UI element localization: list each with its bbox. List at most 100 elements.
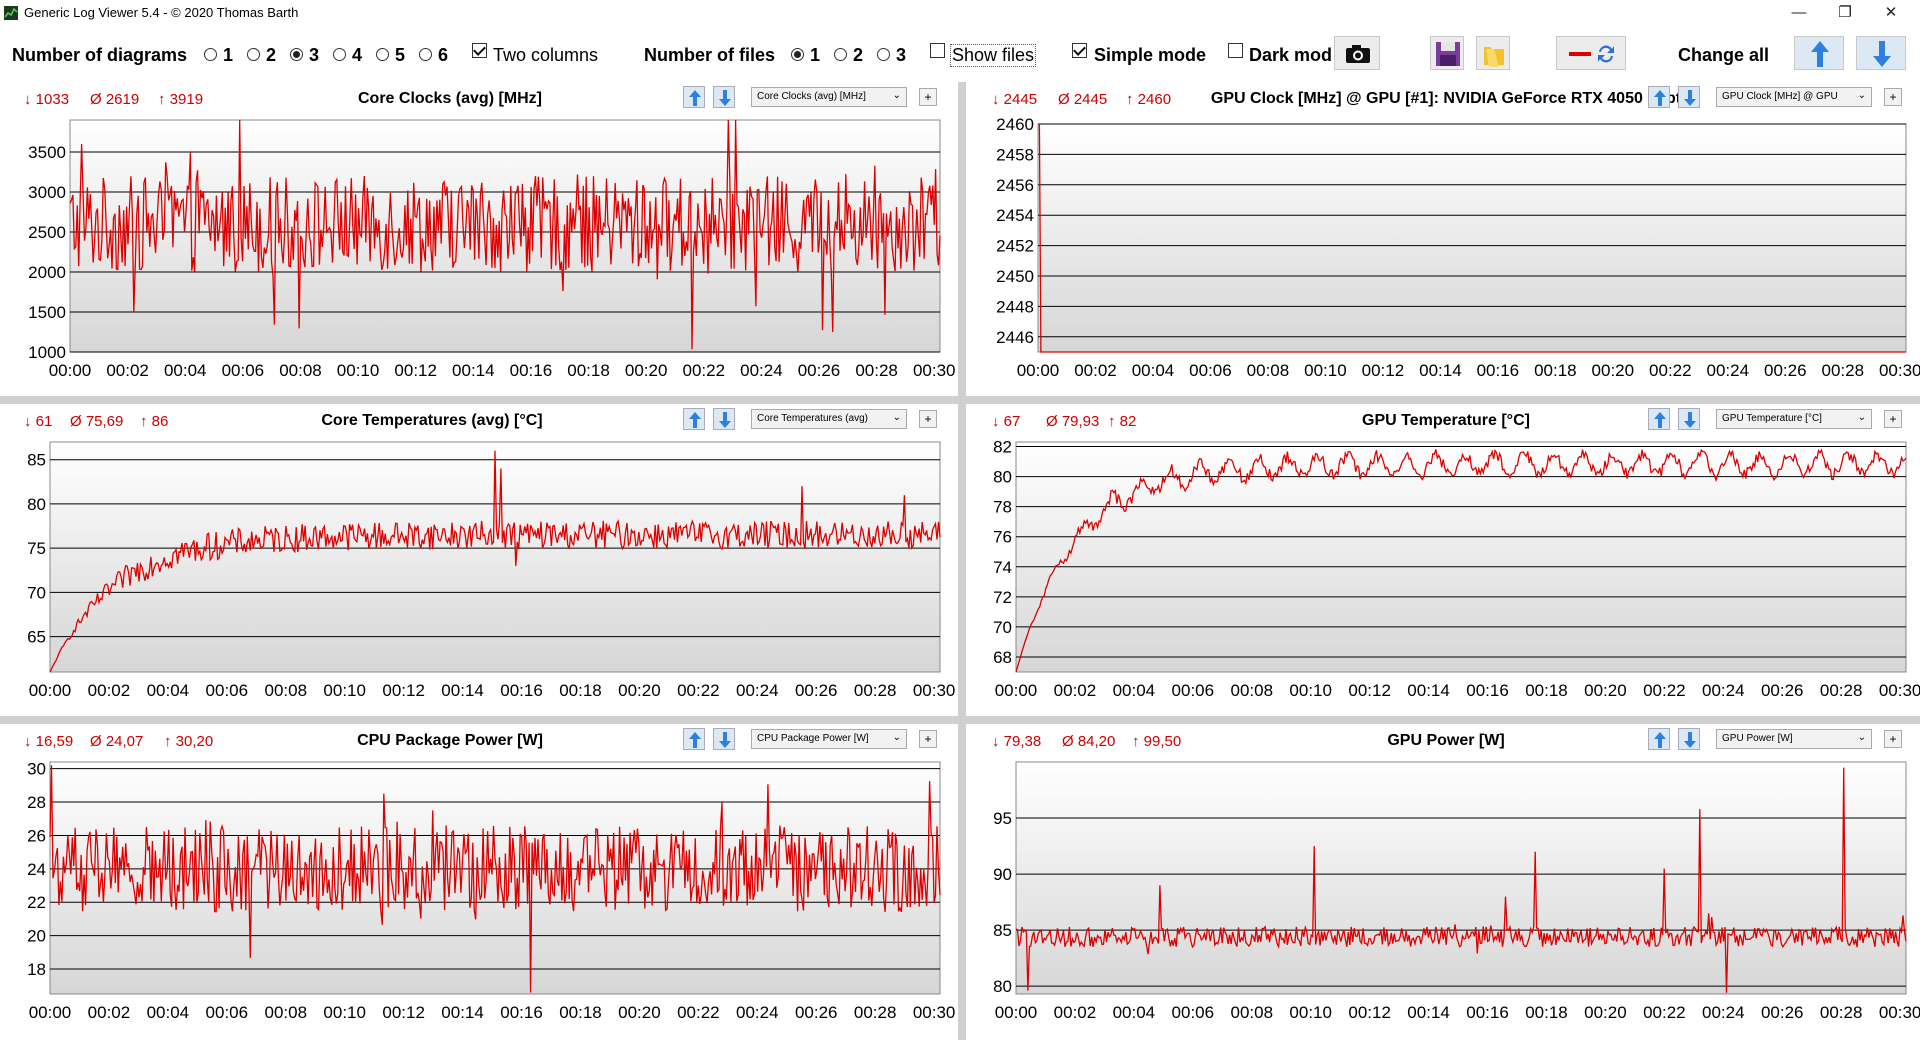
move-down-button[interactable]	[713, 408, 735, 430]
save-button[interactable]	[1430, 36, 1464, 70]
sensor-dropdown[interactable]: CPU Package Power [W] ⌄	[751, 729, 907, 749]
show-files-checkbox[interactable]	[930, 43, 945, 58]
window-title: Generic Log Viewer 5.4 - © 2020 Thomas B…	[24, 5, 299, 20]
diagram-header: ↓ 1033 Ø 2619 ↑ 3919 Core Clocks (avg) [MHz…	[0, 82, 958, 112]
x-tick-label: 00:08	[1230, 1003, 1273, 1022]
move-down-button[interactable]	[1678, 86, 1700, 108]
x-tick-label: 00:26	[795, 681, 838, 700]
diagrams-radio-6[interactable]	[419, 48, 432, 61]
x-tick-label: 00:24	[1707, 361, 1750, 380]
column-separator[interactable]	[958, 82, 966, 1040]
add-series-button[interactable]: +	[1884, 88, 1902, 106]
x-tick-label: 00:10	[323, 681, 366, 700]
two-columns-checkbox[interactable]	[472, 43, 487, 58]
close-button[interactable]: ✕	[1884, 4, 1898, 21]
series-line	[1038, 123, 1906, 353]
x-tick-label: 00:30	[913, 361, 956, 380]
series-line	[1015, 767, 1907, 993]
sensor-dropdown[interactable]: Core Temperatures (avg) ⌄	[751, 409, 907, 429]
move-up-button[interactable]	[1648, 728, 1670, 750]
x-tick-label: 00:06	[206, 681, 249, 700]
move-up-button[interactable]	[1648, 408, 1670, 430]
add-series-button[interactable]: +	[1884, 410, 1902, 428]
x-tick-label: 00:02	[106, 361, 149, 380]
x-tick-label: 00:24	[740, 361, 783, 380]
add-series-button[interactable]: +	[919, 88, 937, 106]
y-tick-label: 2460	[996, 115, 1034, 134]
diagrams-radio-2[interactable]	[247, 48, 260, 61]
x-tick-label: 00:26	[1761, 1003, 1804, 1022]
plot-area	[69, 119, 941, 353]
line-style-button[interactable]	[1556, 36, 1626, 70]
x-tick-label: 00:24	[1702, 681, 1745, 700]
chart-gpu-power[interactable]: 95 90 85 80 00:00 00:02 00:04 00:06 00:08 00:10 00…	[966, 754, 1920, 1040]
change-all-label: Change all	[1678, 45, 1770, 65]
diagram-panel-gpu-temp: ↓ 67 Ø 79,93 ↑ 82 GPU Temperature [°C] GPU T…	[966, 404, 1920, 716]
x-tick-label: 00:14	[452, 361, 495, 380]
x-tick-label: 00:28	[1820, 681, 1863, 700]
y-tick-label: 3000	[28, 183, 66, 202]
line-swap-icon	[1569, 45, 1614, 63]
add-series-button[interactable]: +	[1884, 730, 1902, 748]
x-tick-label: 00:06	[1189, 361, 1232, 380]
diagram-header: ↓ 79,38 Ø 84,20 ↑ 99,50 GPU Power [W] GPU Po…	[966, 724, 1920, 754]
camera-icon	[1346, 45, 1370, 63]
simple-mode-checkbox[interactable]	[1072, 43, 1087, 58]
y-tick-label: 95	[993, 809, 1012, 828]
x-tick-label: 00:10	[1289, 681, 1332, 700]
x-tick-label: 00:20	[625, 361, 668, 380]
chart-gpu-clock[interactable]: 2460 2458 2456 2454 2452 2450 2448 2446 00:00 00:…	[966, 112, 1920, 396]
dark-mode-checkbox[interactable]	[1228, 43, 1243, 58]
add-series-button[interactable]: +	[919, 410, 937, 428]
files-radio-3[interactable]	[877, 48, 890, 61]
chevron-down-icon: ⌄	[1857, 732, 1866, 743]
move-up-button[interactable]	[1648, 86, 1670, 108]
diagrams-radio-3[interactable]	[290, 48, 303, 61]
open-folder-button[interactable]	[1476, 36, 1510, 70]
minimize-button[interactable]: —	[1791, 4, 1807, 21]
sensor-dropdown[interactable]: GPU Power [W] ⌄	[1716, 729, 1872, 749]
save-icon	[1436, 42, 1460, 66]
files-radio-2[interactable]	[834, 48, 847, 61]
chart-gpu-temp[interactable]: 82 80 78 76 74 72 70 68 00:00 00:02 00:04 00:06 00:0…	[966, 434, 1920, 716]
row-separator-1[interactable]	[0, 396, 1920, 404]
move-down-button[interactable]	[713, 86, 735, 108]
files-radio-3-label: 3	[896, 45, 907, 65]
move-up-button[interactable]	[683, 408, 705, 430]
x-tick-label: 00:26	[1764, 361, 1807, 380]
add-series-button[interactable]: +	[919, 730, 937, 748]
move-up-button[interactable]	[683, 86, 705, 108]
x-tick-label: 00:16	[500, 1003, 543, 1022]
x-tick-label: 00:00	[995, 1003, 1038, 1022]
y-tick-label: 76	[993, 528, 1012, 547]
x-tick-label: 00:02	[1074, 361, 1117, 380]
move-down-button[interactable]	[713, 728, 735, 750]
simple-mode-label: Simple mode	[1094, 45, 1207, 65]
stat-avg: Ø 2619	[90, 91, 140, 108]
x-tick-label: 00:00	[49, 361, 92, 380]
move-up-button[interactable]	[683, 728, 705, 750]
stat-max: ↑ 82	[1108, 413, 1137, 430]
change-all-up-button[interactable]	[1794, 36, 1844, 70]
move-down-button[interactable]	[1678, 728, 1700, 750]
row-separator-2[interactable]	[0, 716, 1920, 724]
chart-core-temps[interactable]: 85 80 75 70 65 00:00 00:02 00:04 00:06 00:08 00:10…	[0, 434, 958, 716]
restore-button[interactable]: ❐	[1838, 4, 1852, 21]
files-radio-1[interactable]	[791, 48, 804, 61]
screenshot-button[interactable]	[1334, 36, 1380, 70]
x-tick-label: 00:20	[1584, 1003, 1627, 1022]
sensor-dropdown[interactable]: Core Clocks (avg) [MHz] ⌄	[751, 87, 907, 107]
diagrams-radio-1[interactable]	[204, 48, 217, 61]
move-down-button[interactable]	[1678, 408, 1700, 430]
change-all-down-button[interactable]	[1856, 36, 1906, 70]
diagrams-radio-4[interactable]	[333, 48, 346, 61]
x-tick-label: 00:14	[1407, 681, 1450, 700]
sensor-dropdown[interactable]: GPU Temperature [°C] ⌄	[1716, 409, 1872, 429]
y-tick-label: 2446	[996, 328, 1034, 347]
x-tick-label: 00:30	[913, 1003, 956, 1022]
diagrams-radio-5[interactable]	[376, 48, 389, 61]
chart-cpu-power[interactable]: 30 28 26 24 22 20 18 00:00 00:02 00:04 00:06 00:08 0…	[0, 754, 958, 1040]
sensor-dropdown[interactable]: GPU Clock [MHz] @ GPU ⌄	[1716, 87, 1872, 107]
stat-min: ↓ 61	[24, 413, 53, 430]
